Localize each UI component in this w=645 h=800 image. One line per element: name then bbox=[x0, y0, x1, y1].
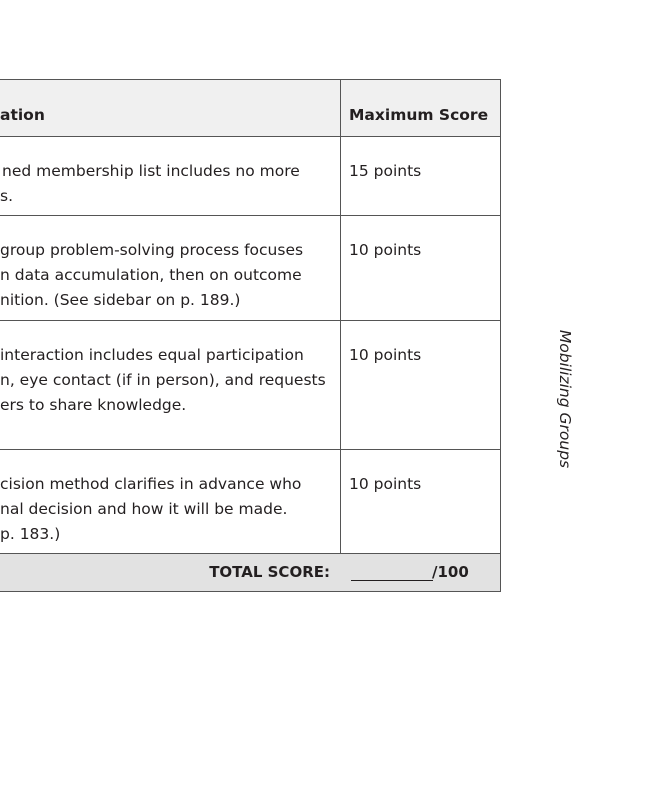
header-max-score: Maximum Score bbox=[349, 106, 489, 124]
criteria-text: group problem-solving process focuses bbox=[0, 241, 304, 259]
criteria-text: p. 183.) bbox=[0, 525, 61, 543]
criteria-text: n, eye contact (if in person), and reque… bbox=[0, 371, 326, 389]
table-row: group problem-solving process focuses n … bbox=[0, 215, 500, 320]
criteria-text: ned membership list includes no more bbox=[2, 162, 300, 180]
header-criteria: ation bbox=[0, 106, 45, 124]
criteria-text: ers to share knowledge. bbox=[0, 396, 187, 414]
score-value: 10 points bbox=[349, 241, 422, 259]
criteria-text: n data accumulation, then on outcome bbox=[0, 266, 302, 284]
criteria-text: interaction includes equal participation bbox=[0, 346, 304, 364]
score-value: 10 points bbox=[349, 346, 422, 364]
table-header-row: ation Maximum Score bbox=[0, 80, 500, 136]
score-value: 15 points bbox=[349, 162, 422, 180]
scoring-table: ation Maximum Score ned membership list … bbox=[0, 79, 501, 592]
total-score-row: TOTAL SCORE: /100 bbox=[0, 553, 500, 591]
criteria-text: s. bbox=[0, 187, 14, 205]
total-score-label: TOTAL SCORE: bbox=[209, 563, 330, 581]
sidebar-section-label: Mobilizing Groups bbox=[556, 329, 574, 469]
total-score-suffix: /100 bbox=[432, 563, 469, 581]
criteria-text: cision method clarifies in advance who bbox=[0, 475, 302, 493]
criteria-text: nition. (See sidebar on p. 189.) bbox=[0, 291, 241, 309]
table-row: ned membership list includes no more s. … bbox=[0, 136, 500, 215]
table-row: interaction includes equal participation… bbox=[0, 320, 500, 449]
table-row: cision method clarifies in advance who n… bbox=[0, 449, 500, 553]
criteria-text: nal decision and how it will be made. bbox=[0, 500, 288, 518]
score-value: 10 points bbox=[349, 475, 422, 493]
total-score-blank[interactable] bbox=[351, 580, 433, 581]
